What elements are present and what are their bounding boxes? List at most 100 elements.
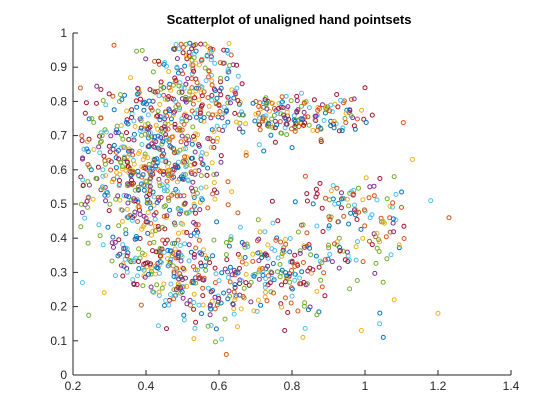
- data-point: [156, 176, 162, 182]
- data-point: [279, 94, 285, 100]
- data-point: [107, 201, 113, 207]
- data-point: [326, 245, 332, 251]
- data-point: [270, 261, 276, 266]
- data-point: [175, 164, 181, 170]
- data-point: [97, 139, 103, 145]
- data-point: [185, 177, 191, 183]
- data-point: [147, 184, 153, 189]
- x-tick-label: 1.4: [503, 379, 520, 393]
- data-point: [172, 240, 177, 246]
- data-point: [156, 58, 161, 64]
- data-point: [298, 116, 304, 122]
- data-point: [348, 97, 354, 102]
- data-point: [396, 245, 402, 251]
- data-point: [292, 271, 297, 277]
- data-point: [191, 254, 197, 260]
- data-point: [100, 167, 106, 173]
- data-point: [371, 183, 377, 189]
- data-point: [352, 207, 357, 213]
- data-point: [183, 113, 189, 119]
- data-point: [214, 219, 220, 225]
- data-point: [294, 109, 300, 115]
- data-point: [105, 192, 111, 198]
- data-point: [163, 132, 169, 138]
- data-point: [347, 286, 353, 292]
- data-point: [162, 60, 168, 65]
- data-point: [176, 230, 181, 236]
- data-point: [206, 103, 212, 109]
- data-point: [135, 85, 141, 91]
- data-point: [179, 133, 185, 139]
- data-point: [132, 257, 137, 263]
- data-point: [191, 134, 196, 139]
- data-point: [283, 93, 289, 99]
- data-point: [150, 69, 156, 75]
- data-point: [256, 276, 262, 282]
- data-point: [319, 205, 325, 211]
- data-point: [291, 117, 297, 123]
- data-point: [161, 185, 167, 191]
- data-point: [172, 46, 178, 51]
- data-point: [302, 244, 307, 250]
- data-point: [223, 352, 229, 357]
- data-point: [171, 287, 177, 293]
- data-point: [123, 167, 129, 173]
- data-point: [173, 78, 179, 83]
- data-point: [194, 114, 199, 120]
- data-point: [279, 99, 285, 105]
- data-point: [264, 298, 270, 304]
- data-point: [183, 146, 189, 152]
- data-point: [165, 256, 170, 262]
- y-tick-label: 0.3: [50, 265, 67, 279]
- data-point: [399, 189, 405, 195]
- data-point: [243, 280, 249, 286]
- data-point: [170, 112, 176, 118]
- data-point: [207, 136, 213, 142]
- data-point: [197, 83, 203, 89]
- data-point: [347, 108, 353, 113]
- data-point: [283, 116, 289, 122]
- data-point: [207, 260, 213, 266]
- data-point: [339, 128, 345, 134]
- data-point: [276, 106, 282, 111]
- data-point: [187, 40, 193, 46]
- data-point: [242, 255, 248, 260]
- data-point: [210, 253, 216, 259]
- data-point: [129, 148, 135, 154]
- data-point: [313, 253, 319, 259]
- data-point: [103, 198, 109, 204]
- y-tick-label: 0.2: [50, 300, 67, 314]
- data-point: [145, 230, 151, 236]
- y-tick-label: 0.5: [50, 197, 67, 211]
- y-tick-label: 0.9: [50, 60, 67, 74]
- data-point: [140, 224, 146, 230]
- data-point: [258, 302, 264, 308]
- data-point: [301, 303, 307, 309]
- data-point: [136, 246, 142, 252]
- data-point: [164, 188, 170, 194]
- data-point: [180, 50, 186, 56]
- data-point: [101, 153, 107, 159]
- data-point: [304, 230, 310, 236]
- data-point: [400, 120, 406, 126]
- data-point: [110, 234, 116, 240]
- y-tick-label: 0.7: [50, 129, 67, 143]
- data-point: [254, 308, 260, 314]
- data-point: [184, 163, 190, 168]
- data-point: [185, 76, 191, 82]
- data-point: [269, 100, 275, 106]
- data-point: [170, 82, 176, 88]
- data-point: [161, 204, 167, 210]
- data-point: [308, 270, 314, 276]
- data-point: [181, 284, 187, 290]
- data-point: [106, 208, 112, 214]
- data-point: [289, 259, 295, 265]
- data-point: [151, 144, 157, 149]
- data-point: [115, 148, 121, 153]
- data-point: [262, 251, 268, 257]
- data-point: [253, 111, 259, 117]
- data-point: [142, 151, 148, 157]
- data-point: [180, 160, 186, 166]
- data-point: [192, 95, 198, 101]
- data-point: [193, 210, 198, 216]
